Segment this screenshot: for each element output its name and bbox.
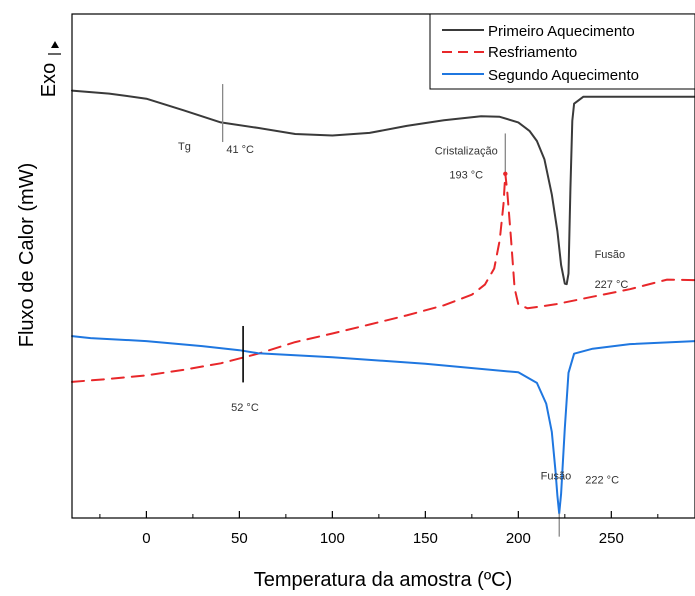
x-tick-label: 100	[320, 530, 345, 547]
annotation-label: Cristalização	[435, 146, 498, 158]
series-line-primeiro-aquecimento	[71, 89, 695, 286]
y-axis-title: Fluxo de Calor (mW)	[16, 163, 38, 347]
series-line-segundo-aquecimento	[71, 335, 695, 515]
annotations: Tg 41 °C Cristalização 193 °C Fusão 227 °C 52 …	[178, 141, 628, 487]
x-axis-title: Temperatura da amostra (ºC)	[254, 569, 513, 591]
series-line-resfriamento	[71, 172, 695, 383]
x-axis: 0 50 100 150 200 250	[99, 511, 659, 547]
legend-label-primeiro: Primeiro Aquecimento	[488, 23, 635, 40]
annotation-label: Fusão	[595, 249, 626, 261]
annotation-label: Tg	[178, 141, 191, 153]
x-tick-label: 150	[413, 530, 438, 547]
exo-label: Exo	[38, 63, 60, 97]
exo-arrow-head-icon	[51, 41, 59, 48]
exo-indicator: Exo	[38, 41, 61, 97]
x-tick-label: 0	[142, 530, 150, 547]
annotation-label: 222 °C	[585, 475, 619, 487]
legend-label-resfriamento: Resfriamento	[488, 44, 577, 61]
plot-frame	[71, 13, 695, 519]
x-tick-label: 200	[506, 530, 531, 547]
legend-label-segundo: Segundo Aquecimento	[488, 67, 639, 84]
annotation-label: 227 °C	[595, 279, 629, 291]
annotation-label: 41 °C	[226, 144, 254, 156]
annotation-label: Fusão	[541, 471, 572, 483]
legend: Primeiro Aquecimento Resfriamento Segund…	[429, 13, 695, 90]
x-tick-label: 50	[231, 530, 248, 547]
marker-layer	[221, 84, 560, 537]
x-tick-label: 250	[599, 530, 624, 547]
series-layer	[71, 89, 695, 515]
annotation-label: 193 °C	[449, 169, 483, 181]
crystallization-peak-dot	[503, 171, 508, 176]
annotation-label: 52 °C	[231, 402, 259, 414]
